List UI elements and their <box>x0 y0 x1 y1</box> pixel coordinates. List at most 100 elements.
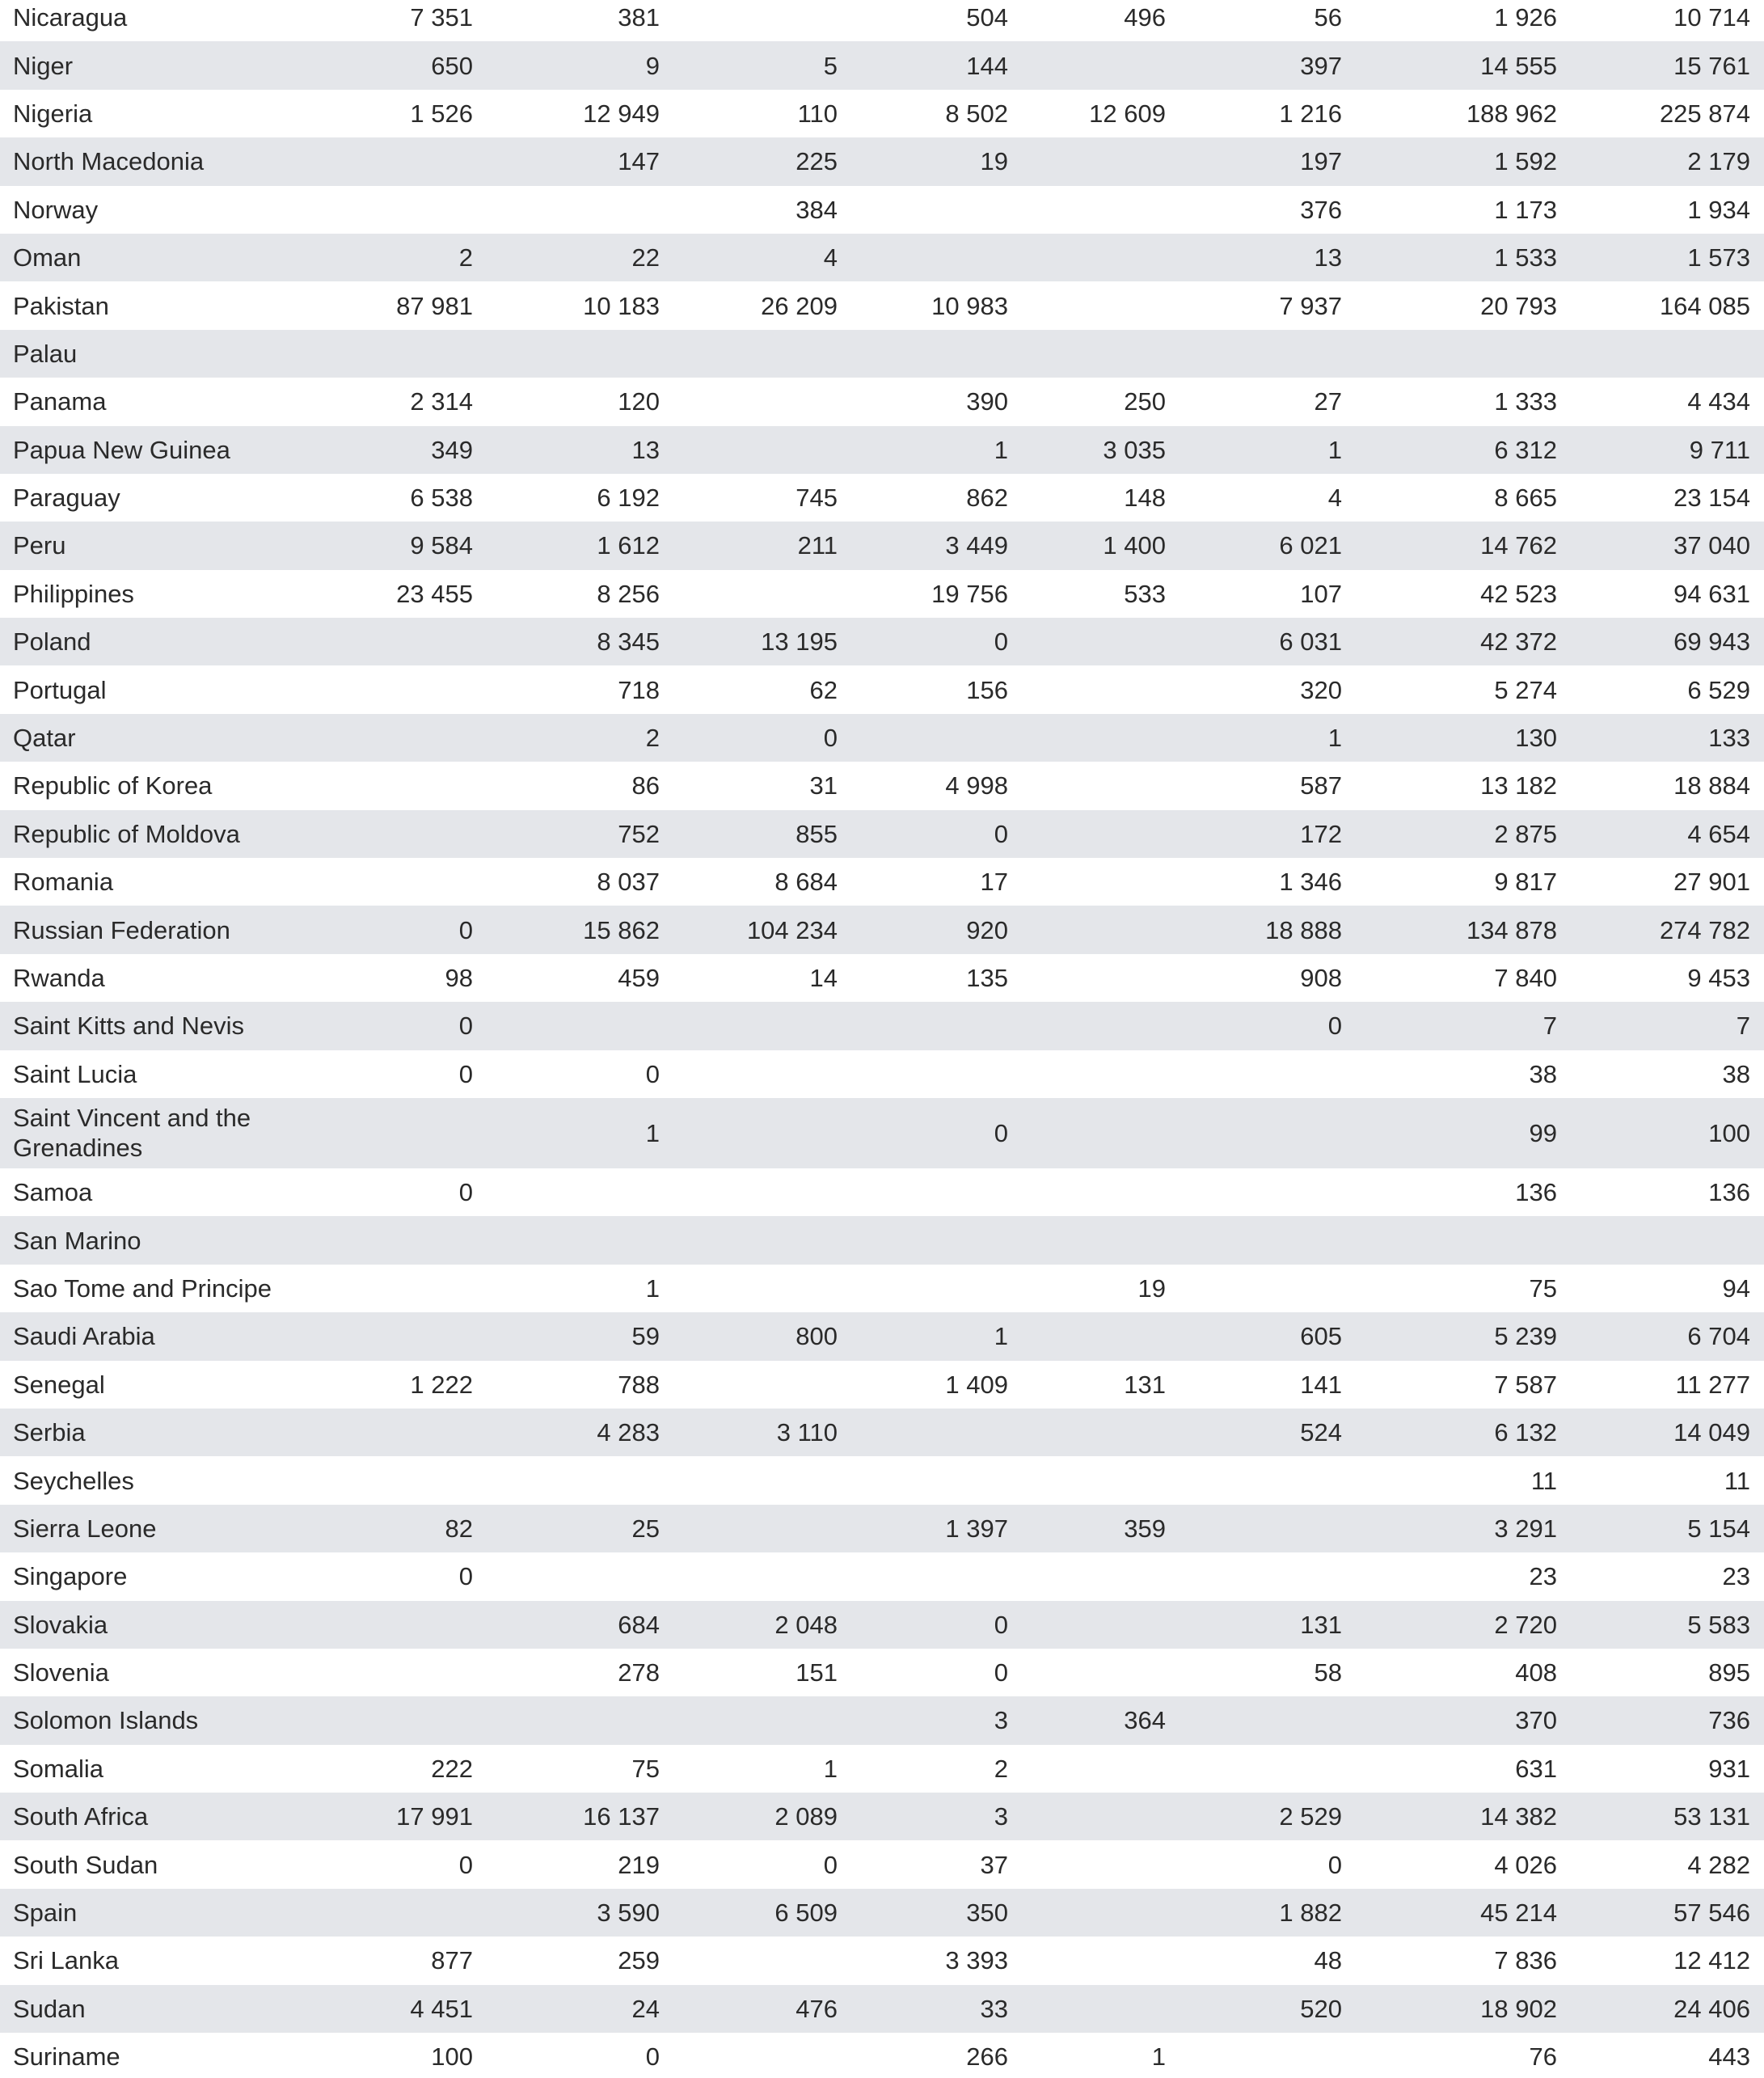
value-cell: 1 216 <box>1279 99 1342 128</box>
value-cell: 104 234 <box>746 915 838 944</box>
country-name: Singapore <box>13 1562 128 1591</box>
value-cell: 156 <box>966 675 1008 704</box>
country-name: Solomon Islands <box>13 1706 199 1735</box>
value-cell: 496 <box>1124 3 1166 32</box>
value-cell: 38 <box>1722 1059 1750 1088</box>
value-cell: 908 <box>1300 964 1342 992</box>
table-row: Sierra Leone 82 25 1 397 359 3 291 5 154 <box>0 1504 1764 1553</box>
value-cell: 390 <box>966 387 1008 416</box>
country-name: Spain <box>13 1898 78 1928</box>
value-cell: 4 282 <box>1687 1850 1750 1879</box>
value-cell: 8 256 <box>597 579 660 608</box>
value-cell: 14 555 <box>1480 51 1557 80</box>
value-cell: 225 <box>795 147 838 176</box>
value-cell: 14 382 <box>1480 1802 1557 1831</box>
value-cell: 605 <box>1300 1322 1342 1351</box>
country-name: North Macedonia <box>13 147 205 176</box>
value-cell: 15 761 <box>1673 51 1750 80</box>
value-cell: 13 182 <box>1480 771 1557 800</box>
value-cell: 23 455 <box>396 579 473 608</box>
value-cell: 1 592 <box>1494 147 1557 176</box>
value-cell: 443 <box>1708 2042 1750 2072</box>
value-cell: 6 312 <box>1494 435 1557 464</box>
value-cell: 130 <box>1515 724 1557 753</box>
value-cell: 19 <box>1137 1273 1166 1303</box>
value-cell: 17 991 <box>396 1802 473 1831</box>
value-cell: 0 <box>458 1562 473 1591</box>
value-cell: 650 <box>431 51 473 80</box>
table-row: Seychelles 11 11 <box>0 1456 1764 1504</box>
value-cell: 25 <box>631 1514 660 1543</box>
value-cell: 0 <box>645 2042 660 2072</box>
value-cell: 2 089 <box>774 1802 838 1831</box>
value-cell: 1 <box>1327 435 1342 464</box>
value-cell: 69 943 <box>1673 627 1750 657</box>
value-cell: 141 <box>1300 1370 1342 1399</box>
value-cell: 48 <box>1314 1946 1342 1975</box>
value-cell: 131 <box>1300 1610 1342 1639</box>
value-cell: 18 884 <box>1673 771 1750 800</box>
value-cell: 197 <box>1300 147 1342 176</box>
value-cell: 94 631 <box>1673 579 1750 608</box>
table-row: Suriname 100 0 266 1 76 443 <box>0 2033 1764 2078</box>
table-row: San Marino <box>0 1216 1764 1265</box>
value-cell: 1 <box>994 1322 1008 1351</box>
value-cell: 24 406 <box>1673 1994 1750 2023</box>
value-cell: 920 <box>966 915 1008 944</box>
value-cell: 0 <box>994 627 1008 657</box>
value-cell: 0 <box>994 1118 1008 1147</box>
country-name: Portugal <box>13 675 107 704</box>
value-cell: 855 <box>795 819 838 848</box>
value-cell: 274 782 <box>1659 915 1750 944</box>
value-cell: 87 981 <box>396 291 473 320</box>
value-cell: 1 934 <box>1687 195 1750 224</box>
value-cell: 211 <box>797 531 838 560</box>
value-cell: 524 <box>1300 1418 1342 1447</box>
value-cell: 225 874 <box>1659 99 1750 128</box>
value-cell: 219 <box>618 1850 660 1879</box>
value-cell: 533 <box>1124 579 1166 608</box>
value-cell: 20 793 <box>1480 291 1557 320</box>
value-cell: 745 <box>795 484 838 513</box>
table-row: Slovakia 684 2 048 0 131 2 720 5 583 <box>0 1600 1764 1649</box>
value-cell: 164 085 <box>1659 291 1750 320</box>
value-cell: 15 862 <box>583 915 660 944</box>
value-cell: 6 704 <box>1687 1322 1750 1351</box>
value-cell: 587 <box>1300 771 1342 800</box>
value-cell: 18 888 <box>1265 915 1342 944</box>
value-cell: 8 665 <box>1494 484 1557 513</box>
value-cell: 4 998 <box>945 771 1008 800</box>
value-cell: 6 132 <box>1494 1418 1557 1447</box>
value-cell: 895 <box>1708 1658 1750 1687</box>
value-cell: 100 <box>1708 1118 1750 1147</box>
value-cell: 862 <box>966 484 1008 513</box>
value-cell: 10 714 <box>1673 3 1750 32</box>
value-cell: 320 <box>1300 675 1342 704</box>
table-row: Sao Tome and Principe 1 19 75 94 <box>0 1265 1764 1312</box>
table-row: Qatar 2 0 1 130 133 <box>0 713 1764 762</box>
value-cell: 1 <box>645 1118 660 1147</box>
value-cell: 100 <box>431 2042 473 2072</box>
value-cell: 266 <box>966 2042 1008 2072</box>
table-row: Republic of Korea 86 31 4 998 587 13 182 18 88… <box>0 762 1764 809</box>
value-cell: 259 <box>618 1946 660 1975</box>
value-cell: 19 <box>980 147 1008 176</box>
value-cell: 5 274 <box>1494 675 1557 704</box>
value-cell: 2 048 <box>774 1610 838 1639</box>
value-cell: 4 451 <box>410 1994 473 2023</box>
value-cell: 6 538 <box>410 484 473 513</box>
value-cell: 0 <box>1327 1850 1342 1879</box>
value-cell: 1 <box>823 1754 838 1783</box>
value-cell: 459 <box>618 964 660 992</box>
value-cell: 0 <box>994 1610 1008 1639</box>
value-cell: 14 <box>809 964 838 992</box>
value-cell: 7 937 <box>1279 291 1342 320</box>
value-cell: 1 400 <box>1103 531 1166 560</box>
value-cell: 788 <box>618 1370 660 1399</box>
value-cell: 58 <box>1314 1658 1342 1687</box>
country-name: Saint Kitts and Nevis <box>13 1012 245 1041</box>
table-row: Serbia 4 283 3 110 524 6 132 14 049 <box>0 1408 1764 1457</box>
value-cell: 2 875 <box>1494 819 1557 848</box>
table-row: Republic of Moldova 752 855 0 172 2 875 4 654 <box>0 809 1764 859</box>
